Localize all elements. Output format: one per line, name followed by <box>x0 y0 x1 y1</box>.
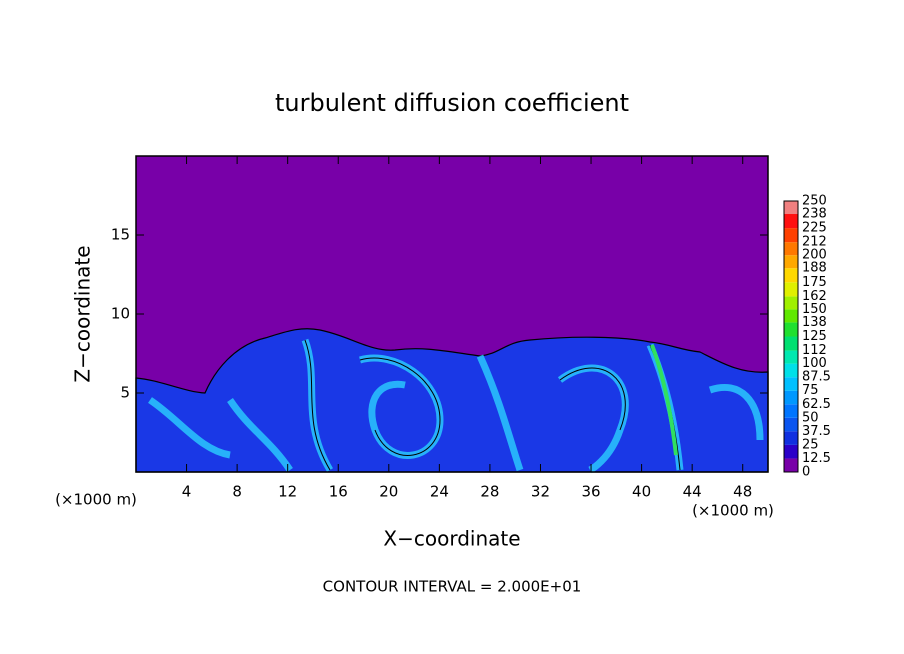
colorbar-label: 150 <box>802 302 827 317</box>
colorbar-band <box>784 458 798 472</box>
x-tick-label: 48 <box>733 483 752 501</box>
colorbar-band <box>784 228 798 243</box>
colorbar-band <box>784 214 798 229</box>
y-axis-label: Z−coordinate <box>71 245 95 382</box>
colorbar-band <box>784 309 798 323</box>
colorbar-label: 75 <box>802 383 819 398</box>
colorbar-band <box>784 201 798 215</box>
colorbar-label: 238 <box>802 207 827 222</box>
field-contour <box>304 339 681 471</box>
colorbar-band <box>784 377 798 391</box>
colorbar-label: 87.5 <box>802 370 831 385</box>
colorbar-label: 0 <box>802 465 810 480</box>
colorbar-band <box>784 255 798 269</box>
x-tick-label: 32 <box>531 483 550 501</box>
x-tick-label: 24 <box>430 483 449 501</box>
colorbar-label: 100 <box>802 356 827 371</box>
x-tick-label: 20 <box>379 483 398 501</box>
y-tick-label: 15 <box>111 226 130 244</box>
y-tick-label: 10 <box>111 305 130 323</box>
colorbar-band <box>784 296 798 310</box>
colorbar-label: 112 <box>802 343 827 358</box>
colorbar-label: 25 <box>802 437 819 452</box>
colorbar-label: 12.5 <box>802 451 831 466</box>
x-tick-label: 12 <box>278 483 297 501</box>
colorbar-label: 62.5 <box>802 397 831 412</box>
colorbar-band <box>784 444 798 459</box>
footer-note: CONTOUR INTERVAL = 2.000E+01 <box>323 578 582 596</box>
x-unit-left: (×1000 m) <box>55 491 137 509</box>
colorbar-label: 125 <box>802 329 827 344</box>
x-unit-right: (×1000 m) <box>692 502 774 520</box>
x-tick-label: 8 <box>232 483 242 501</box>
x-tick-label: 16 <box>329 483 348 501</box>
colorbar-band <box>784 336 798 351</box>
field-peak <box>650 344 678 456</box>
colorbar-band <box>784 404 798 418</box>
colorbar-band <box>784 282 798 297</box>
colorbar-label: 212 <box>802 235 827 250</box>
x-tick-label: 44 <box>683 483 702 501</box>
colorbar-band <box>784 322 798 337</box>
x-tick-label: 36 <box>581 483 600 501</box>
colorbar-label: 50 <box>802 410 819 425</box>
x-axis-label: X−coordinate <box>383 527 520 551</box>
y-tick-label: 5 <box>120 384 130 402</box>
colorbar-band <box>784 268 798 283</box>
colorbar-label: 200 <box>802 248 827 263</box>
colorbar-band <box>784 363 798 378</box>
chart-title: turbulent diffusion coefficient <box>275 89 629 117</box>
x-tick-label: 28 <box>480 483 499 501</box>
x-tick-label: 40 <box>632 483 651 501</box>
colorbar-band <box>784 350 798 364</box>
colorbar-label: 225 <box>802 221 827 236</box>
field <box>135 156 769 474</box>
x-tick-label: 4 <box>182 483 192 501</box>
colorbar-label: 37.5 <box>802 424 831 439</box>
colorbar-label: 250 <box>802 194 827 209</box>
colorbar-band <box>784 431 798 445</box>
colorbar-label: 188 <box>802 261 827 276</box>
colorbar-label: 138 <box>802 315 827 330</box>
field-region <box>135 328 769 473</box>
colorbar-label: 162 <box>802 289 827 304</box>
colorbar-label: 175 <box>802 275 827 290</box>
colorbar-band <box>784 390 798 405</box>
colorbar-band <box>784 417 798 432</box>
colorbar-band <box>784 242 798 256</box>
colorbar-frame <box>783 200 799 473</box>
